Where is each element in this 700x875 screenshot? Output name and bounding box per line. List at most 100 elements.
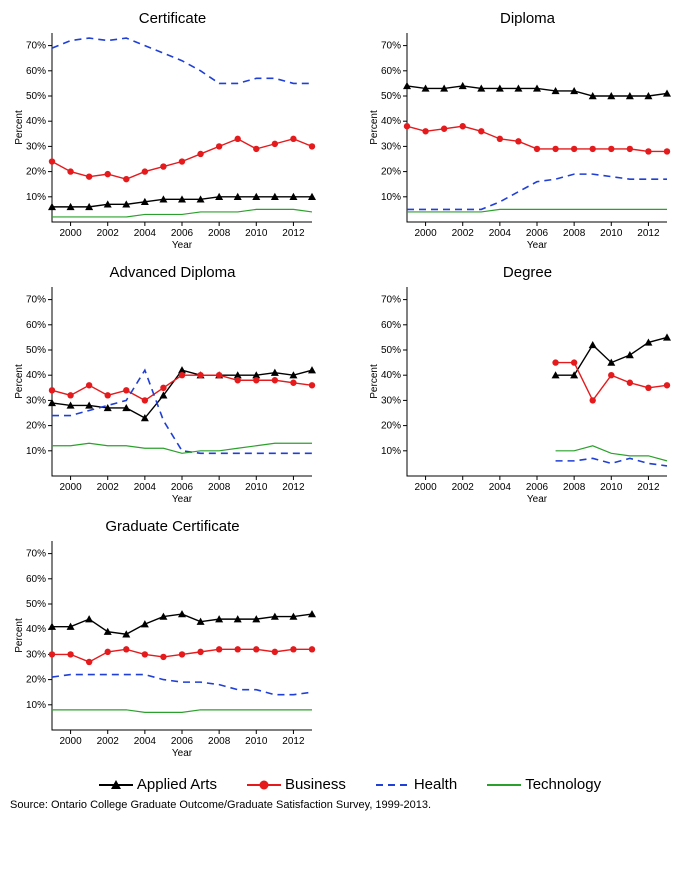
svg-text:20%: 20%: [381, 421, 401, 432]
svg-text:40%: 40%: [381, 370, 401, 381]
svg-text:2006: 2006: [171, 736, 194, 747]
legend: Applied Arts Business Health Technology: [10, 776, 690, 793]
svg-text:70%: 70%: [26, 295, 46, 306]
legend-label: Health: [414, 776, 457, 793]
svg-text:10%: 10%: [381, 192, 401, 203]
chart-title: Diploma: [365, 10, 690, 27]
svg-text:2010: 2010: [245, 482, 268, 493]
chart-title: Certificate: [10, 10, 335, 27]
chart-cell: Advanced Diploma 10% 20% 30% 40% 50% 60% 70% 200…: [10, 264, 335, 508]
svg-text:50%: 50%: [381, 345, 401, 356]
svg-text:2010: 2010: [245, 228, 268, 239]
legend-item-health: Health: [376, 776, 457, 793]
svg-text:Year: Year: [527, 240, 548, 251]
svg-text:2002: 2002: [452, 482, 475, 493]
svg-text:2006: 2006: [171, 228, 194, 239]
chart-graduate-certificate: 10%20%30%40%50%60%70%2000200220042006200…: [10, 537, 320, 762]
svg-text:2012: 2012: [282, 228, 305, 239]
svg-text:Year: Year: [172, 748, 193, 759]
svg-text:2004: 2004: [489, 228, 512, 239]
svg-text:10%: 10%: [26, 446, 46, 457]
svg-text:2006: 2006: [526, 482, 549, 493]
svg-text:10%: 10%: [26, 192, 46, 203]
svg-text:20%: 20%: [26, 167, 46, 178]
svg-text:2008: 2008: [208, 228, 231, 239]
chart-cell: Degree10%20%30%40%50%60%70%2000200220042…: [365, 264, 690, 508]
svg-text:2000: 2000: [59, 482, 82, 493]
svg-text:50%: 50%: [381, 91, 401, 102]
chart-cell: Certificate 10% 20% 30% 40% 50% 60% 70% 2000 2002…: [10, 10, 335, 254]
svg-text:Year: Year: [172, 494, 193, 505]
legend-label: Business: [285, 776, 346, 793]
svg-text:Year: Year: [527, 494, 548, 505]
svg-text:2002: 2002: [97, 482, 120, 493]
legend-item-business: Business: [247, 776, 346, 793]
svg-text:2000: 2000: [414, 482, 437, 493]
svg-text:2004: 2004: [489, 482, 512, 493]
svg-text:30%: 30%: [26, 395, 46, 406]
svg-text:50%: 50%: [26, 91, 46, 102]
svg-text:20%: 20%: [26, 421, 46, 432]
svg-text:70%: 70%: [381, 41, 401, 52]
svg-text:2008: 2008: [208, 736, 231, 747]
chart-title: Degree: [365, 264, 690, 281]
svg-text:30%: 30%: [26, 649, 46, 660]
svg-text:2004: 2004: [134, 736, 157, 747]
legend-item-technology: Technology: [487, 776, 601, 793]
svg-text:2008: 2008: [563, 228, 586, 239]
svg-text:Percent: Percent: [369, 364, 380, 399]
svg-text:40%: 40%: [26, 116, 46, 127]
svg-text:Percent: Percent: [14, 110, 25, 145]
svg-text:40%: 40%: [26, 624, 46, 635]
svg-text:60%: 60%: [26, 66, 46, 77]
svg-text:60%: 60%: [381, 66, 401, 77]
svg-text:20%: 20%: [26, 675, 46, 686]
svg-text:2002: 2002: [97, 228, 120, 239]
chart-grid: Certificate 10% 20% 30% 40% 50% 60% 70% 2000 2002…: [10, 10, 690, 762]
svg-text:2002: 2002: [452, 228, 475, 239]
svg-text:2010: 2010: [600, 482, 623, 493]
svg-text:2010: 2010: [600, 228, 623, 239]
svg-text:2000: 2000: [59, 736, 82, 747]
svg-text:20%: 20%: [381, 167, 401, 178]
chart-title: Graduate Certificate: [10, 518, 335, 535]
source-text: Source: Ontario College Graduate Outcome…: [10, 799, 690, 811]
svg-text:2010: 2010: [245, 736, 268, 747]
svg-text:2012: 2012: [637, 482, 660, 493]
svg-text:2012: 2012: [637, 228, 660, 239]
svg-text:2012: 2012: [282, 482, 305, 493]
svg-text:70%: 70%: [26, 549, 46, 560]
svg-text:10%: 10%: [26, 700, 46, 711]
svg-text:10%: 10%: [381, 446, 401, 457]
chart-cell: Graduate Certificate10%20%30%40%50%60%70…: [10, 518, 335, 762]
svg-text:60%: 60%: [26, 320, 46, 331]
legend-label: Technology: [525, 776, 601, 793]
svg-text:70%: 70%: [26, 41, 46, 52]
svg-text:30%: 30%: [26, 141, 46, 152]
svg-text:2006: 2006: [526, 228, 549, 239]
chart-diploma: 10% 20% 30% 40% 50% 60% 70% 2000 2002 2004 2006 200…: [365, 29, 675, 254]
svg-text:2002: 2002: [97, 736, 120, 747]
legend-label: Applied Arts: [137, 776, 217, 793]
svg-text:2000: 2000: [59, 228, 82, 239]
svg-text:2004: 2004: [134, 482, 157, 493]
svg-text:50%: 50%: [26, 345, 46, 356]
svg-text:2008: 2008: [208, 482, 231, 493]
chart-advanced-diploma: 10% 20% 30% 40% 50% 60% 70% 2000 2002 2004 2006 200…: [10, 283, 320, 508]
svg-text:2012: 2012: [282, 736, 305, 747]
svg-text:Percent: Percent: [14, 364, 25, 399]
svg-text:40%: 40%: [381, 116, 401, 127]
chart-title: Advanced Diploma: [10, 264, 335, 281]
svg-text:Year: Year: [172, 240, 193, 251]
svg-text:2000: 2000: [414, 228, 437, 239]
svg-text:2004: 2004: [134, 228, 157, 239]
chart-cell: Diploma 10% 20% 30% 40% 50% 60% 70% 2000 2002 2004…: [365, 10, 690, 254]
svg-text:2006: 2006: [171, 482, 194, 493]
legend-item-applied-arts: Applied Arts: [99, 776, 217, 793]
svg-text:30%: 30%: [381, 395, 401, 406]
svg-text:30%: 30%: [381, 141, 401, 152]
svg-text:Percent: Percent: [369, 110, 380, 145]
svg-text:40%: 40%: [26, 370, 46, 381]
svg-text:2008: 2008: [563, 482, 586, 493]
svg-text:50%: 50%: [26, 599, 46, 610]
